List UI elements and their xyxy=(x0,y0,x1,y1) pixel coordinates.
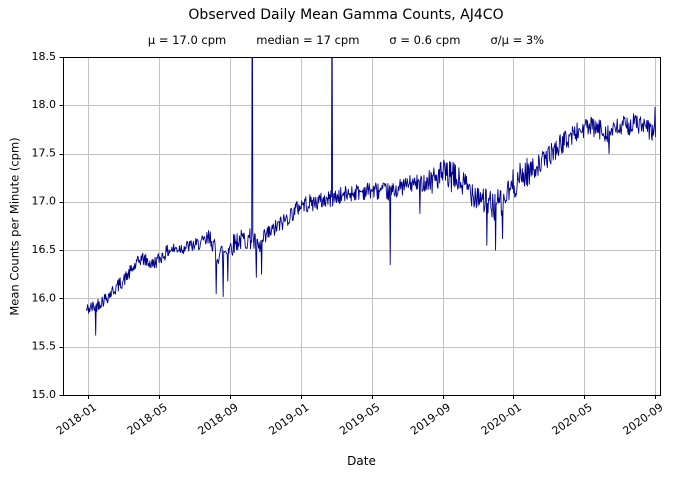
y-axis-label: Mean Counts per Minute (cpm) xyxy=(7,137,22,316)
stat-sigma: σ = 0.6 cpm xyxy=(389,33,461,47)
chart-stats-line: μ = 17.0 cpm median = 17 cpm σ = 0.6 cpm… xyxy=(0,33,692,47)
chart-title: Observed Daily Mean Gamma Counts, AJ4CO xyxy=(188,7,504,23)
stat-ratio: σ/μ = 3% xyxy=(490,33,545,47)
x-axis-label: Date xyxy=(347,454,376,468)
stat-median: median = 17 cpm xyxy=(256,33,360,47)
stat-mu: μ = 17.0 cpm xyxy=(147,33,227,47)
